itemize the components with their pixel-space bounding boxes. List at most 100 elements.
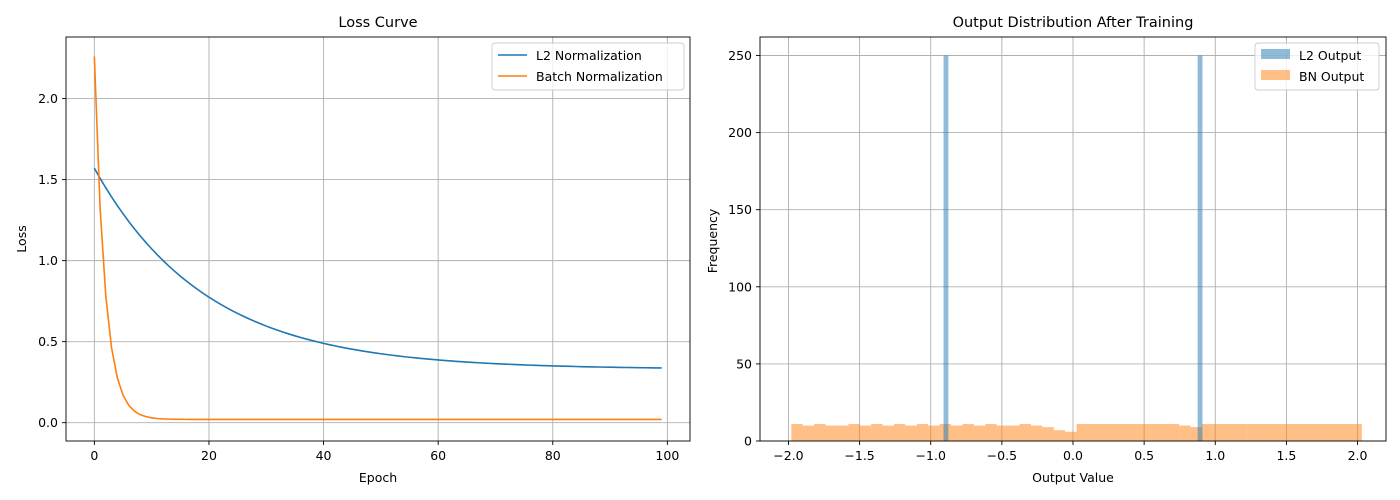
hist-bar-bn xyxy=(1042,427,1054,441)
1-y-tick-label: 250 xyxy=(728,48,752,63)
1-x-tick-label: 2.0 xyxy=(1348,448,1368,463)
0-y-tick-label: 2.0 xyxy=(38,91,58,106)
hist-bar-bn xyxy=(1190,427,1203,441)
hist-bar-bn xyxy=(836,425,849,441)
hist-bar-bn xyxy=(1293,424,1305,441)
1-y-tick-label: 150 xyxy=(728,202,752,217)
hist-bar-bn xyxy=(1133,424,1146,441)
1-x-tick-label: −2.0 xyxy=(773,448,803,463)
loss-legend-box xyxy=(491,42,685,91)
hist-bar-bn xyxy=(1236,424,1248,441)
hist-bar-bn xyxy=(1076,424,1088,441)
hist-bar-bn xyxy=(1281,424,1294,441)
hist-bar-bn xyxy=(916,424,929,441)
hist-bar-bn xyxy=(1019,424,1031,441)
hist-bar-bn xyxy=(1008,425,1020,441)
hist-bar-bn xyxy=(871,424,883,441)
1-x-tick-label: 1.5 xyxy=(1276,448,1296,463)
0-x-tick-label: 60 xyxy=(430,448,446,463)
output-distribution-chart: −2.0 −1.5 −1.0 −0.5 0.0 0.5 1.0 1.5 2.0 0 50 100 150… xyxy=(705,15,1387,485)
hist-bar-bn xyxy=(882,425,894,441)
1-x-tick-label: −1.5 xyxy=(844,448,874,463)
hist-bar-bn xyxy=(1247,424,1260,441)
hist-legend-label-bn: BN Output xyxy=(1299,69,1364,84)
hist-bar-bn xyxy=(985,424,997,441)
hist-bar-bn xyxy=(905,425,917,441)
loss-lines xyxy=(93,56,662,421)
hist-bar-bn xyxy=(1110,424,1123,441)
hist-bar-bn xyxy=(962,424,974,441)
hist-bar-bn xyxy=(1202,424,1214,441)
loss-legend: L2 Normalization Batch Normalization xyxy=(491,42,685,91)
0-x-tick-label: 40 xyxy=(316,448,332,463)
0-y-tick-label: 1.0 xyxy=(38,253,58,268)
hist-bar-bn xyxy=(1270,424,1282,441)
loss-x-axis-label: Epoch xyxy=(359,470,397,485)
1-y-tick-label: 50 xyxy=(736,356,752,371)
1-x-tick-label: 0.0 xyxy=(1063,448,1083,463)
hist-bar-bn xyxy=(1213,424,1225,441)
1-y-tick-label: 0 xyxy=(744,434,752,449)
hist-title: Output Distribution After Training xyxy=(953,15,1194,31)
hist-bar-bn xyxy=(814,424,826,441)
1-x-tick-label: −0.5 xyxy=(987,448,1017,463)
0-x-tick-label: 0 xyxy=(90,448,98,463)
hist-legend-label-l2: L2 Output xyxy=(1299,48,1361,63)
hist-y-axis-label: Frequency xyxy=(705,208,720,273)
loss-title: Loss Curve xyxy=(338,15,417,31)
hist-bar-bn xyxy=(1122,424,1134,441)
hist-bar-bn xyxy=(1350,424,1362,441)
0-y-tick-label: 0.5 xyxy=(38,334,58,349)
hist-bar-bn xyxy=(1304,424,1317,441)
hist-bar-bn xyxy=(1327,424,1339,441)
hist-bar-bn xyxy=(996,425,1009,441)
hist-legend-swatch-bn xyxy=(1261,70,1290,80)
loss-series-line-bn xyxy=(93,56,662,421)
hist-ticks: −2.0 −1.5 −1.0 −0.5 0.0 0.5 1.0 1.5 2.0 0 50 100 150… xyxy=(728,48,1367,463)
0-y-tick-label: 0.0 xyxy=(38,415,58,430)
hist-bar-bn xyxy=(951,425,963,441)
1-y-tick-label: 200 xyxy=(728,125,752,140)
loss-y-axis-label: Loss xyxy=(14,225,29,252)
hist-legend: L2 Output BN Output xyxy=(1254,42,1380,91)
hist-bar-bn xyxy=(1087,424,1100,441)
hist-bar-bn xyxy=(825,425,837,441)
hist-bar-bn xyxy=(1099,424,1111,441)
1-x-tick-label: 0.5 xyxy=(1134,448,1154,463)
loss-axes-frame xyxy=(65,36,691,442)
hist-bar-bn xyxy=(1156,424,1168,441)
hist-bar-bn xyxy=(893,424,906,441)
hist-bar-bn xyxy=(791,424,803,441)
0-y-tick-label: 1.5 xyxy=(38,172,58,187)
loss-ticks: 0 20 40 60 80 100 0.0 0.5 1.0 1.5 2.0 xyxy=(38,91,679,463)
loss-legend-label-l2: L2 Normalization xyxy=(536,48,642,63)
0-x-tick-label: 100 xyxy=(655,448,679,463)
0-x-tick-label: 20 xyxy=(201,448,217,463)
loss-grid xyxy=(66,37,690,441)
hist-bar-bn xyxy=(1179,425,1191,441)
hist-bar-bn xyxy=(1145,424,1157,441)
0-x-tick-label: 80 xyxy=(545,448,561,463)
hist-bar-bn xyxy=(1065,431,1077,441)
hist-bar-bn xyxy=(1167,424,1180,441)
hist-bar-bn xyxy=(973,425,986,441)
hist-bar-bn xyxy=(1053,430,1066,441)
hist-bar-l2 xyxy=(1197,55,1203,442)
hist-grid xyxy=(760,37,1386,442)
hist-bar-bn xyxy=(1030,425,1043,441)
hist-x-axis-label: Output Value xyxy=(1032,470,1114,485)
loss-curve-chart: 0 20 40 60 80 100 0.0 0.5 1.0 1.5 2.0 Loss Curve E… xyxy=(14,15,691,485)
hist-bar-bn xyxy=(928,425,940,441)
hist-bar-bn xyxy=(1259,424,1271,441)
1-x-tick-label: 1.0 xyxy=(1205,448,1225,463)
hist-bar-bn xyxy=(1224,424,1237,441)
hist-bar-bn xyxy=(1338,424,1351,441)
hist-bar-bn xyxy=(848,424,860,441)
1-y-tick-label: 100 xyxy=(728,279,752,294)
hist-bars xyxy=(791,55,1362,442)
hist-bar-l2 xyxy=(943,55,949,442)
hist-bar-bn xyxy=(802,425,815,441)
loss-series-line-l2 xyxy=(93,167,662,369)
hist-legend-swatch-l2 xyxy=(1261,49,1290,59)
